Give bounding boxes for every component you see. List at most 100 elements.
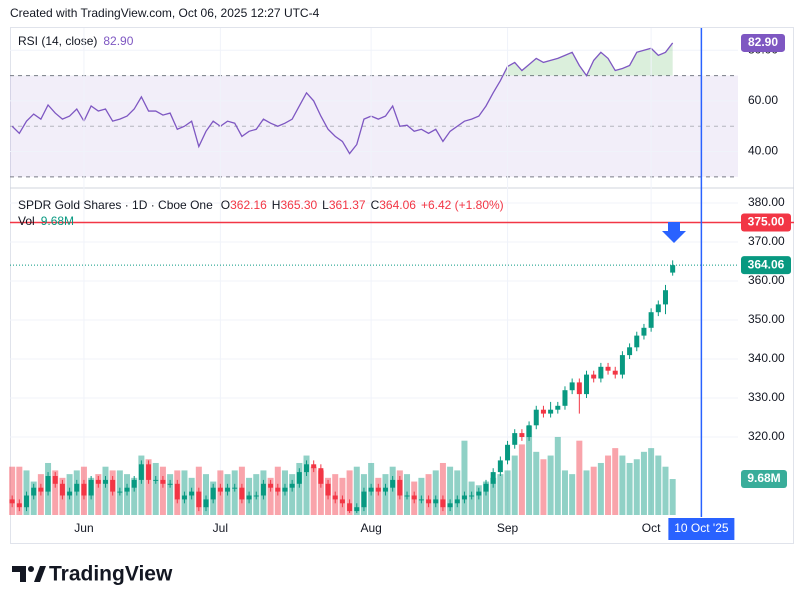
candle-body — [562, 390, 568, 406]
candle-body — [483, 483, 489, 492]
candle-body — [110, 479, 116, 492]
y-tick-label: 60.00 — [748, 93, 778, 107]
candle-body — [124, 487, 130, 492]
candle-body — [627, 347, 633, 356]
candle-body — [454, 499, 460, 504]
candle-body — [167, 483, 173, 485]
volume-bar — [511, 455, 518, 515]
candle-body — [447, 503, 453, 508]
volume-bar — [346, 470, 353, 515]
rsi-line — [11, 42, 674, 155]
volume-bar — [52, 470, 59, 515]
logo-icon — [28, 566, 34, 572]
candle-body — [318, 468, 324, 484]
volume-bar — [432, 470, 439, 515]
candle-body — [282, 487, 288, 492]
volume-bar — [131, 477, 138, 515]
volume-bar — [669, 479, 676, 515]
volume-bar — [590, 466, 597, 515]
candle-body — [289, 483, 295, 488]
candle-body — [196, 491, 202, 508]
candle-body — [634, 335, 640, 348]
x-tick-label: Aug — [360, 521, 381, 535]
volume-bar — [439, 462, 446, 515]
brand: TradingView — [49, 563, 173, 586]
candle-body — [605, 366, 611, 371]
ohlc-value: 364.06 — [379, 198, 416, 212]
y-tick-label: 360.00 — [748, 273, 785, 287]
volume-bar — [289, 474, 296, 515]
volume-bar — [95, 474, 102, 515]
x-tick-label: Oct — [642, 521, 661, 535]
volume-bar — [310, 466, 317, 515]
volume-bar — [612, 448, 619, 515]
candle-body — [153, 479, 159, 481]
candle-body — [619, 355, 625, 375]
ohlc-value: 362.16 — [230, 198, 267, 212]
candle-body — [670, 265, 676, 273]
candle-body — [569, 382, 575, 391]
candle-body — [361, 491, 367, 508]
y-tick-label: 380.00 — [748, 195, 785, 209]
candle-body — [174, 483, 180, 500]
candle-body — [217, 487, 223, 492]
ohlc-key: H — [272, 198, 281, 212]
candle-body — [555, 405, 561, 410]
ohlc-key: C — [371, 198, 380, 212]
candle-body — [512, 433, 518, 445]
logo: TradingView — [12, 563, 173, 586]
candle-body — [368, 487, 374, 492]
arrow-annotation — [662, 222, 686, 243]
volume-bar — [145, 459, 152, 515]
candle-body — [59, 483, 65, 496]
candle-body — [418, 499, 424, 501]
candle-body — [325, 483, 331, 496]
volume-bar — [569, 474, 576, 515]
candle-body — [469, 495, 475, 497]
candle-body — [540, 409, 546, 414]
volume-bar — [633, 459, 640, 515]
candle-body — [203, 499, 209, 508]
candle-body — [347, 503, 353, 512]
last-value-label: 82.90 — [748, 35, 778, 49]
ohlc-key: O — [221, 198, 230, 212]
candle-body — [397, 479, 403, 496]
volume-bar — [296, 462, 303, 515]
candle-body — [253, 495, 259, 497]
last-price-label: 364.06 — [748, 257, 785, 271]
last-volume-label: 9.68M — [747, 471, 780, 485]
candle-body — [67, 491, 73, 496]
y-tick-label: 350.00 — [748, 312, 785, 326]
candle-body — [225, 487, 231, 492]
pane-legend: SPDR Gold Shares · 1D · Cboe One O362.16 H… — [18, 198, 504, 212]
volume-bar — [267, 477, 274, 515]
candle-body — [189, 491, 195, 496]
volume-bar — [461, 440, 468, 515]
candle-body — [146, 464, 152, 480]
volume-bar — [626, 462, 633, 515]
candle-body — [9, 499, 15, 504]
volume-bar — [518, 444, 525, 515]
chart-frame — [10, 27, 794, 544]
volume-bar — [576, 440, 583, 515]
volume-bar — [655, 455, 662, 515]
candle-body — [533, 409, 539, 426]
candle-body — [548, 409, 554, 414]
candle-body — [131, 479, 137, 488]
last-price-box — [741, 256, 791, 275]
logo-icon — [34, 566, 46, 582]
candle-body — [296, 472, 302, 484]
candle-body — [52, 476, 58, 484]
volume-bar — [554, 436, 561, 515]
caption: Created with TradingView.com, Oct 06, 20… — [10, 6, 320, 20]
candle-body — [95, 479, 101, 484]
volume-value: 9.68M — [41, 214, 74, 228]
candle-body — [260, 483, 266, 496]
volume-legend: Vol 9.68M — [18, 214, 74, 228]
candle-body — [24, 495, 30, 508]
volume-bar — [102, 466, 109, 515]
y-tick-label: 340.00 — [748, 351, 785, 365]
level-label: 375.00 — [748, 215, 785, 229]
indicator-value: 82.90 — [103, 34, 133, 48]
volume-bar — [662, 466, 669, 515]
